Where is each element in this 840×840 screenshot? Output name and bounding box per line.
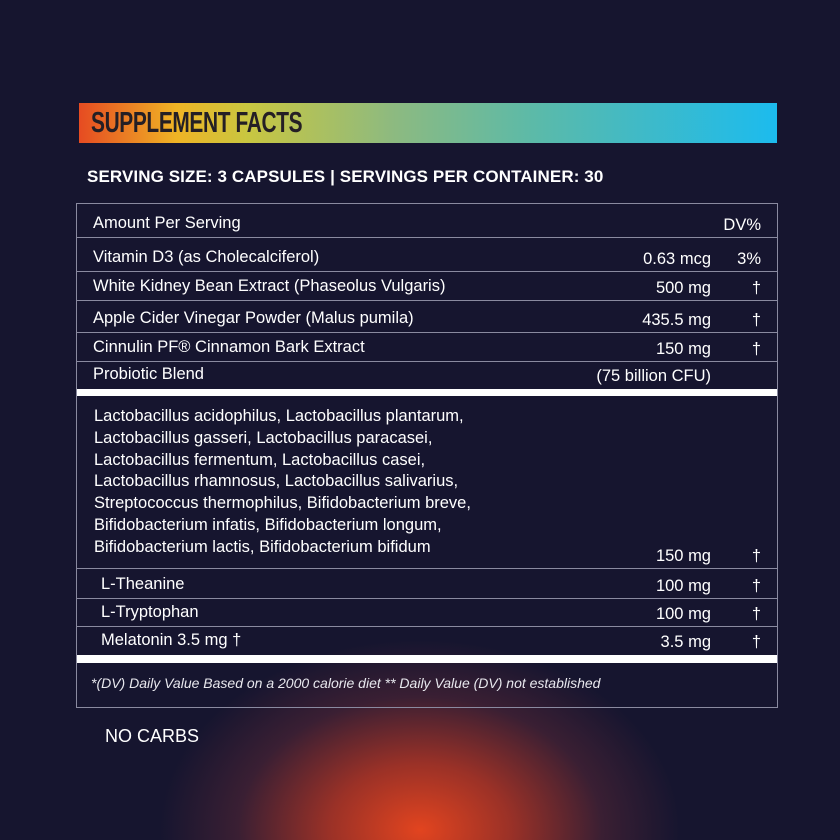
row-name: L-Theanine <box>101 575 185 593</box>
row-dv: 3% <box>737 250 761 268</box>
row-amount: 500 mg <box>655 279 711 297</box>
table-row: Vitamin D3 (as Cholecalciferol) 0.63 mcg 3… <box>77 239 777 272</box>
divider-bar <box>77 655 777 663</box>
row-dv: † <box>751 340 761 358</box>
row-dv: † <box>751 547 761 565</box>
row-name: Probiotic Blend <box>93 365 204 383</box>
no-carbs-label: NO CARBS <box>105 726 200 746</box>
row-name: L-Tryptophan <box>101 603 199 621</box>
row-amount: 150 mg <box>655 547 711 565</box>
header-dv: DV% <box>723 216 761 234</box>
row-dv: † <box>751 633 761 651</box>
blend-line: Lactobacillus gasseri, Lactobacillus par… <box>94 428 433 447</box>
header-label: Amount Per Serving <box>93 214 241 232</box>
table-header: Amount Per Serving DV% <box>77 204 777 238</box>
blend-line: Streptococcus thermophilus, Bifidobacter… <box>94 494 471 513</box>
table-row: Probiotic Blend (75 billion CFU) <box>77 363 777 388</box>
blend-line: Lactobacillus fermentum, Lactobacillus c… <box>94 450 426 469</box>
probiotic-blend-list: Lactobacillus acidophilus, Lactobacillus… <box>94 406 574 559</box>
serving-info: SERVING SIZE: 3 CAPSULES | SERVINGS PER … <box>87 167 604 186</box>
row-amount: 435.5 mg <box>642 311 711 329</box>
blend-line: Bifidobacterium lactis, Bifidobacterium … <box>94 537 431 556</box>
row-amount: 3.5 mg <box>660 633 711 651</box>
title-banner: SUPPLEMENT FACTS <box>79 103 777 143</box>
row-name: Apple Cider Vinegar Powder (Malus pumila… <box>93 309 414 327</box>
blend-line: Bifidobacterium infatis, Bifidobacterium… <box>94 515 442 534</box>
facts-table: Amount Per Serving DV% Vitamin D3 (as Ch… <box>76 203 778 708</box>
table-row: L-Theanine 100 mg † <box>77 570 777 599</box>
row-name: White Kidney Bean Extract (Phaseolus Vul… <box>93 277 446 295</box>
row-amount: 100 mg <box>655 605 711 623</box>
table-row: Cinnulin PF® Cinnamon Bark Extract 150 mg… <box>77 334 777 362</box>
blend-line: Lactobacillus rhamnosus, Lactobacillus s… <box>94 472 459 491</box>
row-amount: 150 mg <box>655 340 711 358</box>
row-amount: 100 mg <box>655 577 711 595</box>
footnote: *(DV) Daily Value Based on a 2000 calori… <box>91 675 601 691</box>
table-row: L-Tryptophan 100 mg † <box>77 600 777 627</box>
row-name: Vitamin D3 (as Cholecalciferol) <box>93 248 320 266</box>
title: SUPPLEMENT FACTS <box>91 107 303 139</box>
row-name: Melatonin 3.5 mg † <box>101 631 242 649</box>
row-amount: 0.63 mcg <box>643 250 711 268</box>
row-dv: † <box>751 605 761 623</box>
blend-line: Lactobacillus acidophilus, Lactobacillus… <box>94 407 464 425</box>
table-row: White Kidney Bean Extract (Phaseolus Vul… <box>77 273 777 301</box>
row-amount: (75 billion CFU) <box>596 367 711 385</box>
table-row: Apple Cider Vinegar Powder (Malus pumila… <box>77 302 777 333</box>
table-row: Melatonin 3.5 mg † 3.5 mg † <box>77 628 777 654</box>
row-name: Cinnulin PF® Cinnamon Bark Extract <box>93 338 365 356</box>
row-dv: † <box>751 279 761 297</box>
divider-bar <box>77 389 777 396</box>
blend-row: 150 mg † <box>77 396 777 569</box>
row-dv: † <box>751 311 761 329</box>
row-dv: † <box>751 577 761 595</box>
